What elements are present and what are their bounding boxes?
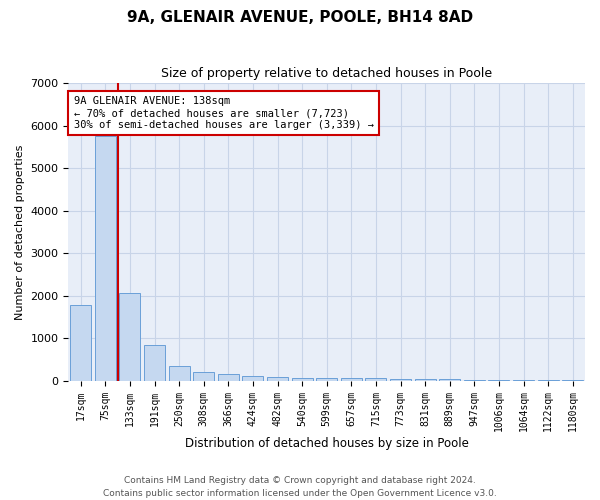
Bar bbox=[193, 372, 214, 380]
Text: Contains HM Land Registry data © Crown copyright and database right 2024.
Contai: Contains HM Land Registry data © Crown c… bbox=[103, 476, 497, 498]
Bar bbox=[292, 378, 313, 380]
Bar bbox=[144, 345, 165, 380]
Bar bbox=[119, 293, 140, 380]
Title: Size of property relative to detached houses in Poole: Size of property relative to detached ho… bbox=[161, 68, 492, 80]
X-axis label: Distribution of detached houses by size in Poole: Distribution of detached houses by size … bbox=[185, 437, 469, 450]
Text: 9A, GLENAIR AVENUE, POOLE, BH14 8AD: 9A, GLENAIR AVENUE, POOLE, BH14 8AD bbox=[127, 10, 473, 25]
Bar bbox=[341, 378, 362, 380]
Bar bbox=[316, 378, 337, 380]
Y-axis label: Number of detached properties: Number of detached properties bbox=[15, 144, 25, 320]
Bar bbox=[390, 378, 411, 380]
Bar bbox=[169, 366, 190, 380]
Bar bbox=[218, 374, 239, 380]
Bar bbox=[365, 378, 386, 380]
Text: 9A GLENAIR AVENUE: 138sqm
← 70% of detached houses are smaller (7,723)
30% of se: 9A GLENAIR AVENUE: 138sqm ← 70% of detac… bbox=[74, 96, 374, 130]
Bar bbox=[70, 305, 91, 380]
Bar bbox=[267, 377, 288, 380]
Bar bbox=[242, 376, 263, 380]
Bar bbox=[415, 379, 436, 380]
Bar bbox=[95, 136, 116, 380]
